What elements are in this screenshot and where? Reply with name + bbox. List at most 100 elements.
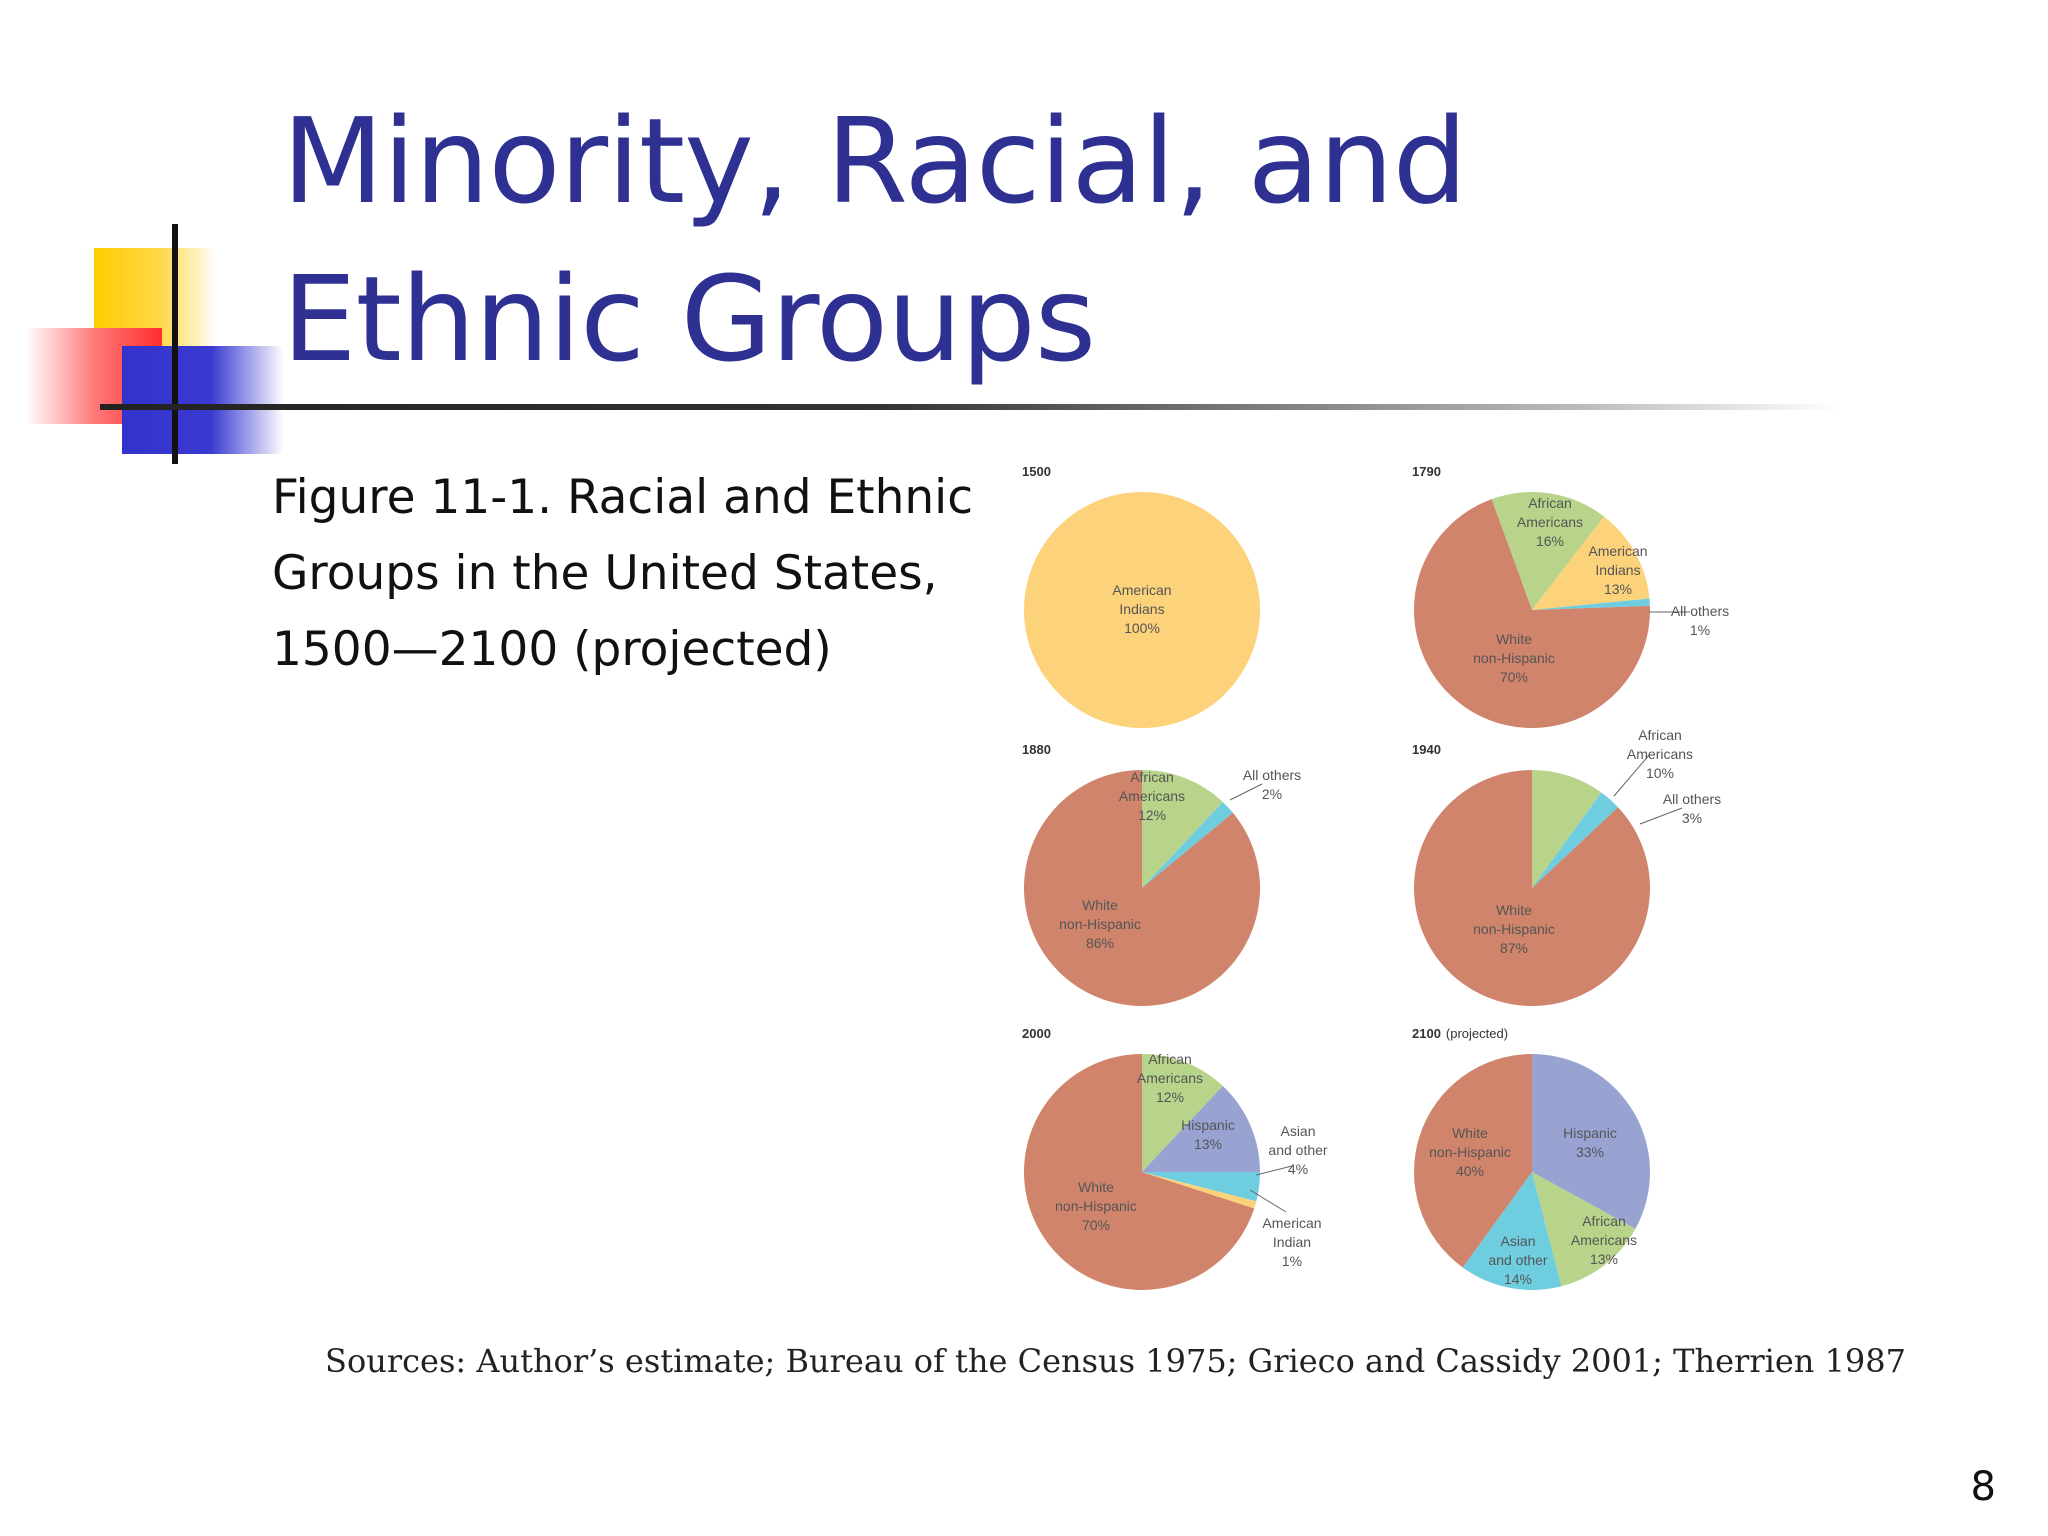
pie-slice-label-line: 16% (1536, 533, 1564, 549)
pie-slice-hispanic (1142, 1085, 1260, 1172)
pie-slice-label: African Americans 16% (1517, 495, 1583, 549)
pie-slice-label-line: White (1452, 1125, 1488, 1141)
pie-slice-label-line: Hispanic (1181, 1117, 1235, 1133)
pie-slice-label: White non-Hispanic 70% (1055, 1179, 1137, 1233)
figure-caption-line-2: Groups in the United States, (272, 546, 938, 601)
chart-year-label: 2000 (1022, 1026, 1051, 1041)
pie-slice-hispanic (1532, 1054, 1650, 1229)
pie-slice-label-line: Indians (1595, 562, 1640, 578)
pie-slice-label-line: White (1496, 902, 1532, 918)
pie-slice-label: All others 2% (1243, 767, 1301, 802)
pie-chart-1880: 1880 African Americans 12% All others 2% White… (1022, 742, 1301, 1006)
pie-slice-white (1414, 1054, 1532, 1268)
pie-slice-asian (1462, 1172, 1562, 1290)
pie-slice-label-line: White (1082, 897, 1118, 913)
pie-slice-label: African Americans 12% (1119, 769, 1185, 823)
pie-slice-african (1142, 1054, 1223, 1172)
chart-year-label: 1500 (1022, 464, 1051, 479)
sources-note: Sources: Author’s estimate; Bureau of th… (325, 1342, 1906, 1380)
pie-slice-american (1142, 1172, 1257, 1209)
pie-chart-1940: 1940 African Americans 10% All others 3% White… (1412, 727, 1721, 1006)
leader-line (1613, 753, 1651, 797)
pie-slice-label-line: and other (1488, 1252, 1547, 1268)
pie-slice-label-line: Asian (1280, 1123, 1315, 1139)
pie-slice-label-line: 3% (1682, 810, 1702, 826)
pie-slice-label-line: 100% (1124, 620, 1160, 636)
pie-slice-label-line: 14% (1504, 1271, 1532, 1287)
pie-slice-label-line: 1% (1282, 1253, 1302, 1269)
chart-year-subtitle: (projected) (1446, 1026, 1508, 1041)
pie-slice-label-line: Americans (1517, 514, 1583, 530)
pie-slice-label-line: 2% (1262, 786, 1282, 802)
pie-slice-label-line: Americans (1119, 788, 1185, 804)
pie-slice-american (1532, 516, 1650, 610)
pie-slice-label: Asian and other 14% (1488, 1233, 1547, 1287)
pie-slice-label-line: 10% (1646, 765, 1674, 781)
pie-chart-1500: 1500 American Indians 100% (1022, 464, 1260, 728)
pie-slice-label-line: 12% (1156, 1089, 1184, 1105)
figure-caption-line-3: 1500—2100 (projected) (272, 622, 832, 677)
pie-chart-2000: 2000 African Americans 12% Hispanic 13% Asian a… (1022, 1026, 1328, 1290)
pie-slice-label: White non-Hispanic 86% (1059, 897, 1141, 951)
pie-slice-label-line: American (1588, 543, 1647, 559)
pie-slice-label-line: 70% (1500, 669, 1528, 685)
pie-slice-label-line: African (1528, 495, 1572, 511)
pie-chart-1790: 1790 African Americans 16% American Indians 13… (1412, 464, 1729, 729)
pie-slice-label-line: 87% (1500, 940, 1528, 956)
pie-slice-label-line: Americans (1571, 1232, 1637, 1248)
pie-slice-label-line: African (1148, 1051, 1192, 1067)
leader-line (1255, 1165, 1293, 1176)
pie-slice-label-line: 1% (1690, 622, 1710, 638)
pie-charts-figure: 1500 American Indians 100% 1790 African Americ… (1022, 464, 1729, 1290)
pie-slice-label-line: African (1638, 727, 1682, 743)
pie-slice-label: All others 3% (1663, 791, 1721, 826)
figure-caption-line-1: Figure 11-1. Racial and Ethnic (272, 470, 974, 525)
pie-slice-all-others (1532, 792, 1619, 888)
slide-title: Minority, Racial, and Ethnic Groups (282, 82, 1467, 398)
pie-slice-all-others (1532, 598, 1650, 610)
pie-slice-american (1024, 492, 1260, 728)
pie-slice-label: Hispanic 13% (1181, 1117, 1235, 1152)
pie-slice-white (1414, 499, 1651, 729)
pie-slice-label-line: non-Hispanic (1473, 921, 1555, 937)
pie-slice-label: White non-Hispanic 40% (1429, 1125, 1511, 1179)
pie-slice-label-line: White (1078, 1179, 1114, 1195)
pie-slice-label: White non-Hispanic 70% (1473, 631, 1555, 685)
pie-slice-label-line: White (1496, 631, 1532, 647)
pie-slice-label-line: Indians (1119, 601, 1164, 617)
pie-slice-label: African Americans 10% (1627, 727, 1693, 781)
chart-year-label: 1940 (1412, 742, 1441, 757)
pie-slice-label: American Indians 100% (1112, 582, 1171, 636)
pie-slice-label-line: American (1262, 1215, 1321, 1231)
pie-slice-label: African Americans 13% (1571, 1213, 1637, 1267)
pie-slice-label-line: American (1112, 582, 1171, 598)
pie-slice-label: African Americans 12% (1137, 1051, 1203, 1105)
pie-slice-label-line: 13% (1194, 1136, 1222, 1152)
pie-slice-label-line: 13% (1604, 581, 1632, 597)
pie-slice-label: American Indian 1% (1262, 1215, 1321, 1269)
pie-slice-all-others (1142, 801, 1233, 888)
leader-line (1229, 783, 1263, 801)
leader-line (1639, 807, 1683, 825)
pie-slice-label-line: 86% (1086, 935, 1114, 951)
pie-slice-label-line: All others (1663, 791, 1721, 807)
page-number: 8 (1970, 1464, 1996, 1510)
pie-slice-label: Asian and other 4% (1268, 1123, 1327, 1177)
pie-slice-label: White non-Hispanic 87% (1473, 902, 1555, 956)
pie-slice-african (1532, 1172, 1636, 1287)
pie-slice-label-line: African (1130, 769, 1174, 785)
pie-slice-label-line: 4% (1288, 1161, 1308, 1177)
pie-slice-label: All others 1% (1671, 603, 1729, 638)
pie-slice-white (1024, 770, 1261, 1006)
pie-slice-white (1023, 1054, 1255, 1290)
pie-slice-label-line: Americans (1627, 746, 1693, 762)
decor-blue-square (122, 346, 284, 454)
pie-slice-label-line: African (1582, 1213, 1626, 1229)
chart-year-label: 2100 (projected) (1412, 1026, 1508, 1041)
pie-slice-label-line: 12% (1138, 807, 1166, 823)
slide-title-line-2: Ethnic Groups (282, 250, 1096, 388)
decor-vertical-line (172, 224, 178, 464)
pie-slice-label-line: non-Hispanic (1429, 1144, 1511, 1160)
title-underline (100, 404, 1840, 410)
pie-slice-label-line: Hispanic (1563, 1125, 1617, 1141)
